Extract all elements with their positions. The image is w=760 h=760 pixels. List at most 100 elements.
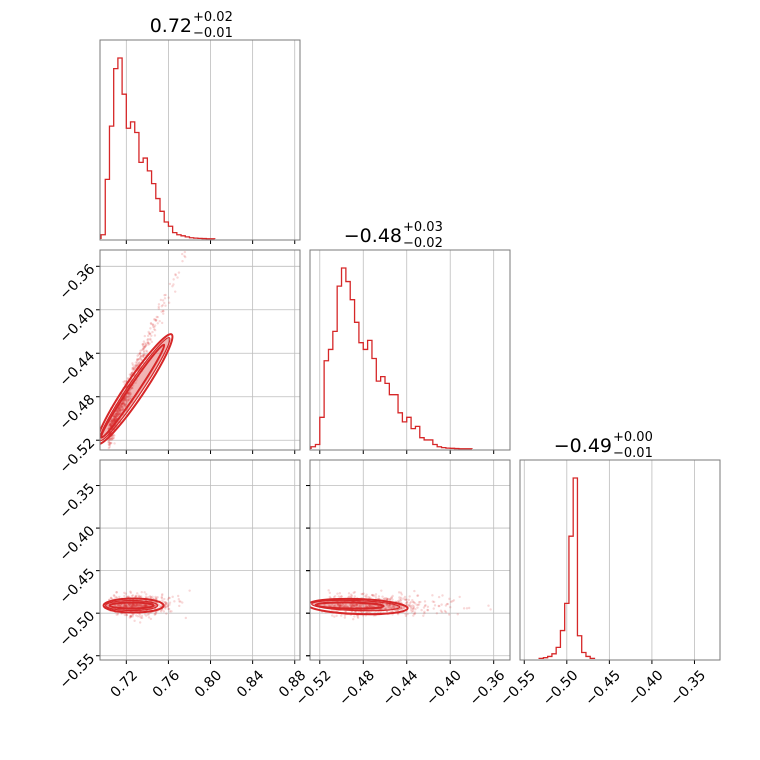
sample-point <box>116 413 120 416</box>
sample-point <box>352 604 356 608</box>
sample-point <box>123 604 127 607</box>
sample-point <box>141 353 145 357</box>
sample-point <box>129 615 132 619</box>
sample-point <box>130 386 133 390</box>
sample-point <box>123 603 126 606</box>
sample-point <box>423 610 426 614</box>
y-tick-label: −0.44 <box>57 348 99 390</box>
sample-point <box>439 609 443 612</box>
sample-point <box>408 602 411 605</box>
sample-point <box>118 604 121 607</box>
sample-point <box>111 437 114 441</box>
sample-point <box>136 603 139 606</box>
sample-point <box>417 603 421 606</box>
sample-point <box>139 354 143 358</box>
sample-point <box>181 601 184 604</box>
sample-point <box>330 609 334 612</box>
sample-point <box>448 597 451 601</box>
sample-point <box>456 613 459 616</box>
sample-point <box>144 614 148 617</box>
sample-point <box>136 615 140 618</box>
sample-point <box>130 604 134 608</box>
sample-point <box>123 402 126 406</box>
sample-point <box>339 603 342 607</box>
sample-point <box>135 603 139 607</box>
sample-point <box>110 438 113 441</box>
sample-point <box>135 604 138 607</box>
sample-point <box>119 411 122 415</box>
sample-point <box>328 595 332 599</box>
sample-point <box>127 398 130 402</box>
sample-point <box>411 604 414 607</box>
sample-point <box>145 343 148 347</box>
sample-point <box>134 594 137 598</box>
sample-point <box>122 400 125 403</box>
sample-point <box>135 360 139 363</box>
hist-panel-1 <box>309 249 511 451</box>
sample-point <box>119 403 123 406</box>
sample-point <box>440 610 444 614</box>
sample-point <box>349 595 352 599</box>
sample-point <box>338 592 342 595</box>
sample-point <box>146 334 150 338</box>
sample-point <box>379 610 383 614</box>
sample-point <box>107 443 110 446</box>
sample-point <box>342 604 346 608</box>
sample-point <box>117 407 121 410</box>
sample-point <box>167 607 170 611</box>
scatter-panel-2-1 <box>310 589 492 621</box>
sample-point <box>140 616 144 620</box>
sample-point <box>339 603 342 606</box>
sample-point <box>123 603 127 606</box>
sample-point <box>131 604 134 608</box>
sample-point <box>135 594 138 598</box>
sample-point <box>123 403 126 407</box>
sample-point <box>132 603 135 606</box>
sample-point <box>386 597 390 601</box>
sample-point <box>139 603 142 606</box>
sample-point <box>147 343 150 346</box>
sample-point <box>356 615 359 618</box>
sample-point <box>351 603 355 607</box>
sample-point <box>405 601 409 604</box>
sample-point <box>113 415 116 419</box>
sample-point <box>124 403 127 407</box>
sample-point <box>407 604 411 608</box>
sample-point <box>168 282 172 286</box>
sample-point <box>383 597 386 600</box>
sample-point <box>161 608 164 612</box>
sample-point <box>119 408 122 412</box>
sample-point <box>121 406 125 410</box>
sample-point <box>149 338 152 342</box>
sample-point <box>403 598 407 601</box>
sample-point <box>152 325 155 328</box>
sample-point <box>350 603 354 607</box>
sample-point <box>123 396 127 400</box>
panel-2-0 <box>99 459 301 661</box>
sample-point <box>140 348 144 352</box>
sample-point <box>384 607 388 610</box>
sample-point <box>128 391 132 394</box>
sample-point <box>333 604 336 608</box>
sample-point <box>138 613 142 616</box>
sample-point <box>113 419 116 422</box>
sample-point <box>120 402 124 405</box>
sample-point <box>121 408 124 411</box>
sample-point <box>141 344 145 347</box>
sample-point <box>365 593 368 596</box>
sample-point <box>133 604 136 608</box>
contour-mid <box>314 601 385 610</box>
sample-point <box>139 604 142 607</box>
sample-point <box>353 595 357 598</box>
sample-point <box>109 423 112 426</box>
sample-point <box>112 418 116 422</box>
sample-point <box>404 602 408 605</box>
sample-point <box>153 325 156 329</box>
sample-point <box>142 348 145 351</box>
sample-point <box>159 610 163 613</box>
contour-outer <box>100 333 174 446</box>
sample-point <box>406 603 409 606</box>
sample-point <box>108 441 112 445</box>
sample-point <box>115 595 118 599</box>
